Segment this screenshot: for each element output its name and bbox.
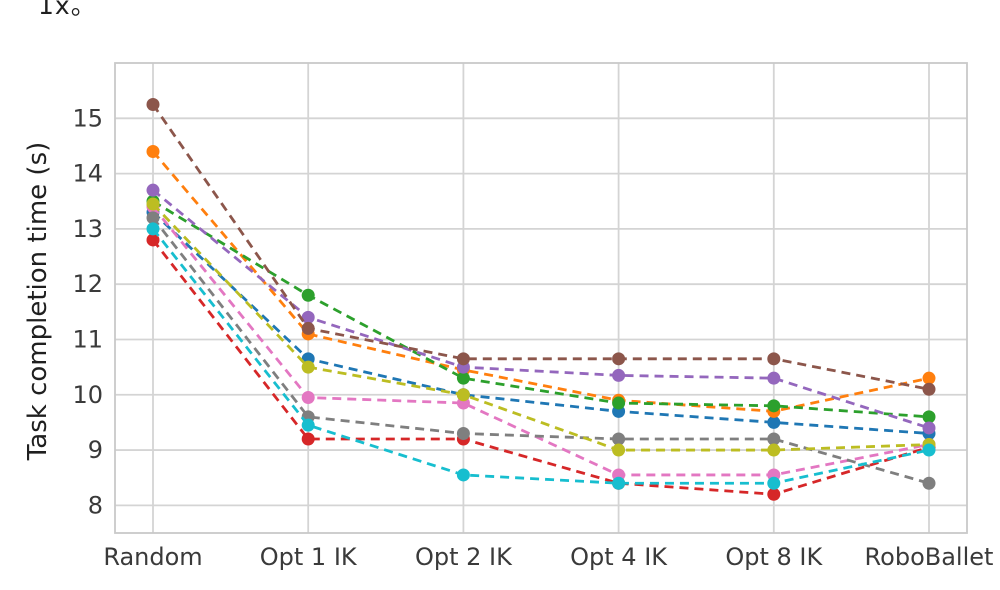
series-pink-line bbox=[151, 205, 930, 477]
cropped-text-fragment: 1x。 bbox=[38, 0, 97, 20]
x-tick-label: Opt 4 IK bbox=[570, 543, 668, 571]
series-purple-point bbox=[146, 183, 160, 197]
x-tick-label: Random bbox=[103, 543, 202, 571]
series-olive-point bbox=[767, 443, 781, 457]
x-tick-label: Opt 2 IK bbox=[415, 543, 513, 571]
series-green-point bbox=[456, 371, 470, 385]
series-gray-point bbox=[146, 211, 160, 225]
series-cyan-point bbox=[301, 418, 315, 432]
series-cyan-point bbox=[146, 222, 160, 236]
series-brown-point bbox=[301, 321, 315, 335]
series-blue-point bbox=[767, 415, 781, 429]
x-tick-label: RoboBallet bbox=[865, 543, 994, 571]
series-olive-point bbox=[146, 197, 160, 211]
y-tick-label: 10 bbox=[72, 381, 103, 409]
series-red-point bbox=[767, 487, 781, 501]
series-purple-point bbox=[612, 368, 626, 382]
series-gray-point bbox=[922, 476, 936, 490]
y-tick-label: 12 bbox=[72, 270, 103, 298]
series-brown-line bbox=[151, 103, 930, 391]
y-tick-label: 11 bbox=[72, 325, 103, 353]
series-pink-point bbox=[301, 391, 315, 405]
y-tick-label: 14 bbox=[72, 160, 103, 188]
series-blue-line bbox=[152, 211, 930, 435]
series-cyan-point bbox=[767, 476, 781, 490]
series-brown-point bbox=[767, 352, 781, 366]
series-cyan-line bbox=[151, 228, 930, 485]
series-gray-point bbox=[612, 432, 626, 446]
series-brown-point bbox=[612, 352, 626, 366]
series-olive-line bbox=[151, 203, 930, 452]
series-gray-point bbox=[767, 432, 781, 446]
series-brown-point bbox=[146, 97, 160, 111]
y-tick-label: 9 bbox=[88, 436, 103, 464]
series-olive-point bbox=[301, 360, 315, 374]
series-red-point bbox=[146, 233, 160, 247]
series-brown-point bbox=[456, 352, 470, 366]
plot-border bbox=[114, 62, 968, 534]
series-olive-point bbox=[456, 388, 470, 402]
y-tick-label: 13 bbox=[72, 215, 103, 243]
series-green-line bbox=[152, 200, 930, 419]
x-tick-label: Opt 8 IK bbox=[725, 543, 823, 571]
series-purple-point bbox=[301, 310, 315, 324]
series-green-point bbox=[301, 288, 315, 302]
series-orange-point bbox=[146, 144, 160, 158]
series-cyan-point bbox=[456, 468, 470, 482]
series-red-point bbox=[301, 432, 315, 446]
series-green-point bbox=[767, 399, 781, 413]
series-purple-line bbox=[152, 189, 930, 430]
series-red-line bbox=[151, 239, 930, 496]
y-tick-label: 8 bbox=[88, 491, 103, 519]
series-purple-point bbox=[767, 371, 781, 385]
series-orange-line bbox=[151, 150, 930, 413]
x-tick-label: Opt 1 IK bbox=[260, 543, 358, 571]
series-gray-point bbox=[456, 426, 470, 440]
series-purple-point bbox=[922, 421, 936, 435]
series-cyan-point bbox=[922, 443, 936, 457]
series-brown-point bbox=[922, 382, 936, 396]
series-olive-point bbox=[612, 443, 626, 457]
series-green-point bbox=[922, 410, 936, 424]
series-cyan-point bbox=[612, 476, 626, 490]
series-green-point bbox=[612, 396, 626, 410]
series-gray-line bbox=[151, 216, 930, 485]
series-orange-point bbox=[922, 371, 936, 385]
y-tick-label: 15 bbox=[72, 104, 103, 132]
